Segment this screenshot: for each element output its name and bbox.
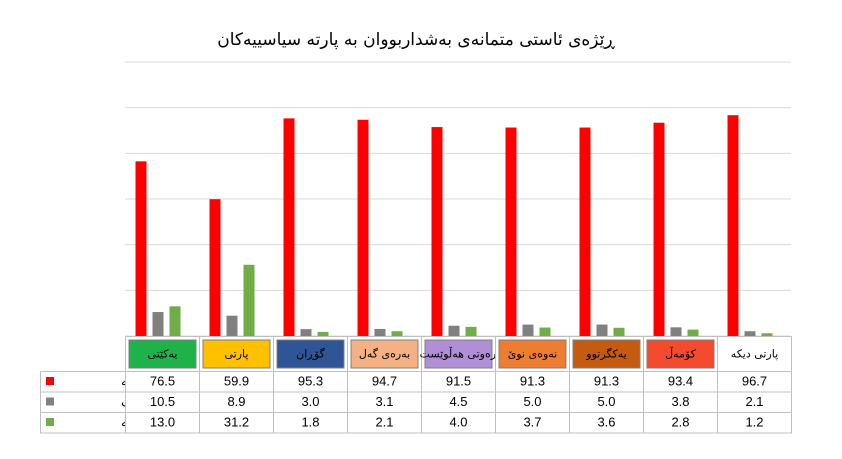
value-label: 8.9 (227, 394, 245, 409)
bar-0-6 (579, 127, 591, 336)
value-label: 94.7 (372, 374, 397, 389)
bar-1-4 (448, 325, 460, 336)
value-label: 2.8 (671, 415, 689, 430)
bar-0-5 (505, 127, 517, 336)
category-swatch (498, 339, 567, 369)
value-label: 3.0 (301, 394, 319, 409)
category-label: پارتی (225, 348, 249, 361)
category-swatch (350, 339, 419, 369)
value-label: 3.7 (523, 415, 541, 430)
bar-0-3 (357, 119, 369, 336)
bar-0-8 (727, 115, 739, 337)
value-label: 96.7 (742, 374, 767, 389)
value-label: 3.8 (671, 394, 689, 409)
bar-0-4 (431, 127, 443, 336)
value-label: 1.8 (301, 415, 319, 430)
bar-1-3 (374, 328, 386, 336)
gridlines (125, 61, 791, 337)
category-swatch (721, 340, 788, 368)
category-label: یەکگرتوو (585, 348, 626, 361)
bar-1-5 (522, 324, 534, 336)
bar-2-0 (169, 306, 181, 336)
bar-0-0 (135, 161, 147, 336)
value-label: 2.1 (375, 415, 393, 430)
bar-0-1 (209, 199, 221, 336)
chart-title: ڕێژەی ئاستی متمانەی بەشداربووان بە پارتە… (217, 30, 615, 50)
data-table: یەکێتی پارتی گۆڕان بەرەی گەل ڕەوتی هەڵوێست نە… (40, 336, 792, 434)
value-label: 3.1 (375, 394, 393, 409)
bar-1-7 (670, 327, 682, 336)
legend-swatch (46, 377, 54, 385)
bar-1-1 (226, 315, 238, 336)
category-swatch (572, 339, 641, 369)
value-label: 5.0 (597, 394, 615, 409)
bar-1-2 (300, 329, 312, 336)
bar-1-8 (744, 331, 756, 336)
value-label: 91.3 (520, 374, 545, 389)
bar-2-4 (465, 326, 477, 336)
bar-0-2 (283, 118, 295, 336)
value-cell (717, 412, 792, 434)
value-label: 95.3 (298, 374, 323, 389)
category-swatch (202, 339, 271, 369)
value-label: 76.5 (150, 374, 175, 389)
category-label: نەوەی نوێ (508, 348, 558, 361)
bar-2-7 (687, 329, 699, 336)
value-label: 93.4 (668, 374, 693, 389)
bar-2-2 (317, 331, 329, 336)
value-label: 2.1 (745, 394, 763, 409)
bar-1-6 (596, 324, 608, 336)
category-swatch (276, 339, 345, 369)
category-swatch (128, 339, 197, 369)
value-label: 13.0 (150, 415, 175, 430)
value-label: 3.6 (597, 415, 615, 430)
value-label: 4.5 (449, 394, 467, 409)
value-label: 10.5 (150, 394, 175, 409)
value-label: 4.0 (449, 415, 467, 430)
bar-2-3 (391, 331, 403, 336)
value-label: 1.2 (745, 415, 763, 430)
bar-2-8 (761, 333, 773, 336)
value-label: 5.0 (523, 394, 541, 409)
category-label: ڕەوتی هەڵوێست (420, 347, 498, 361)
category-swatch (646, 339, 715, 369)
value-label: 59.9 (224, 374, 249, 389)
bar-1-0 (152, 312, 164, 336)
category-swatch (424, 339, 493, 369)
bar-2-1 (243, 264, 255, 336)
category-label: گۆڕان (296, 348, 326, 361)
legend-swatch (46, 418, 54, 426)
value-label: 91.3 (594, 374, 619, 389)
category-label: بەرەی گەل (359, 348, 410, 361)
category-label: پارتی دیکە (731, 348, 778, 361)
bar-0-7 (653, 122, 665, 336)
value-label: 91.5 (446, 374, 471, 389)
legend-swatch (46, 397, 54, 406)
bars (135, 115, 773, 337)
value-label: 31.2 (224, 415, 249, 430)
category-label: کۆمەڵ (665, 347, 696, 361)
bar-2-6 (613, 327, 625, 336)
bar-2-5 (539, 327, 551, 336)
category-label: یەکێتی (147, 348, 177, 361)
